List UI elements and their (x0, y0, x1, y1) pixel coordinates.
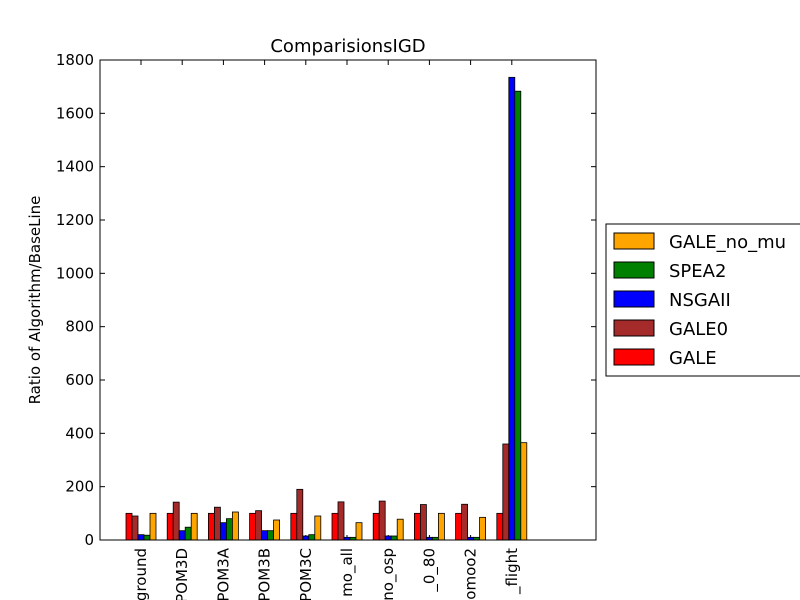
bar-gale-8 (455, 512, 463, 541)
bar-gale0-4 (296, 488, 304, 541)
bar-nsgaii-4 (302, 535, 310, 541)
bar-gale0-2 (213, 506, 221, 541)
bar-gale-2 (207, 512, 215, 541)
bar-gale-no-mu-0 (149, 512, 157, 541)
y-tick-label: 400 (65, 424, 94, 442)
y-tick-label: 800 (65, 318, 94, 336)
x-tick-label: POM3C (297, 548, 315, 600)
bar-gale-9 (496, 512, 504, 541)
bar-gale-3 (249, 512, 257, 541)
bar-gale0-7 (419, 504, 427, 541)
x-tick-label: omoo2 (462, 548, 480, 600)
bar-gale0-3 (255, 510, 263, 541)
bar-gale-no-mu-4 (314, 515, 322, 541)
y-tick-label: 1400 (56, 158, 94, 176)
bar-gale-0 (125, 512, 133, 541)
y-axis: 0 200 400 600 800 1000 1200 1400 1600 1800 (56, 51, 596, 549)
legend-swatch (613, 232, 655, 250)
legend-label: GALE_no_mu (669, 232, 786, 253)
bar-gale0-5 (337, 501, 345, 541)
x-tick-label: POM3D (173, 548, 191, 600)
bar-spea2-3 (267, 530, 275, 541)
bar-spea2-2 (225, 518, 233, 541)
x-axis: ground POM3D POM3A POM3B POM3C mo_all no_osp _0… (132, 60, 522, 600)
bar-gale0-1 (172, 501, 180, 541)
legend: GALE_no_mu SPEA2 NSGAII GALE0 GALE (605, 223, 800, 377)
bar-nsgaii-6 (384, 535, 392, 541)
legend-label: SPEA2 (669, 261, 726, 282)
bar-gale0-0 (131, 515, 139, 541)
bar-spea2-6 (390, 535, 398, 541)
y-tick-label: 1600 (56, 104, 94, 122)
y-axis-label: Ratio of Algorithm/BaseLine (26, 196, 44, 405)
y-tick-label: 1200 (56, 211, 94, 229)
bar-gale-no-mu-3 (273, 519, 281, 541)
legend-label: NSGAII (669, 290, 731, 311)
bar-spea2-9 (514, 90, 522, 541)
legend-swatch (613, 319, 655, 337)
bar-gale0-6 (378, 500, 386, 541)
bar-gale-no-mu-9 (520, 442, 528, 541)
plot-frame (99, 59, 597, 541)
y-tick-label: 0 (84, 531, 94, 549)
bar-gale-4 (290, 512, 298, 541)
x-tick-label: no_osp (379, 548, 398, 600)
legend-label: GALE (669, 348, 717, 369)
y-tick-label: 600 (65, 371, 94, 389)
bar-nsgaii-9 (508, 76, 516, 541)
legend-swatch (613, 261, 655, 279)
bar-spea2-0 (143, 534, 151, 541)
bar-gale-no-mu-1 (190, 512, 198, 541)
bar-gale-no-mu-2 (231, 511, 239, 541)
bar-spea2-4 (308, 534, 316, 541)
y-tick-label: 1000 (56, 264, 94, 282)
bars-group (125, 76, 528, 541)
x-tick-label: _flight (503, 548, 522, 595)
bar-gale-6 (372, 512, 380, 541)
bar-gale0-9 (502, 443, 510, 541)
bar-gale-7 (413, 512, 421, 541)
bar-gale-no-mu-7 (437, 512, 445, 541)
bar-gale-no-mu-6 (396, 518, 404, 541)
legend-swatch (613, 290, 655, 308)
x-tick-label: mo_all (338, 548, 357, 597)
x-tick-label: ground (132, 548, 150, 600)
x-tick-label: _0_80 (420, 548, 439, 593)
y-tick-label: 1800 (56, 51, 94, 69)
legend-label: GALE0 (669, 319, 728, 340)
bar-gale0-8 (461, 503, 469, 541)
chart-title: ComparisionsIGD (270, 36, 425, 57)
bar-nsgaii-1 (178, 530, 186, 541)
y-tick-label: 200 (65, 478, 94, 496)
bar-gale-no-mu-8 (479, 516, 487, 541)
legend-swatch (613, 348, 655, 366)
bar-gale-5 (331, 512, 339, 541)
bar-nsgaii-3 (261, 530, 269, 541)
bar-spea2-1 (184, 526, 192, 541)
bar-nsgaii-2 (219, 522, 227, 541)
x-tick-label: POM3A (214, 547, 232, 600)
x-tick-label: POM3B (256, 548, 274, 600)
bar-gale-1 (166, 512, 174, 541)
bar-gale-no-mu-5 (355, 522, 363, 541)
bar-nsgaii-0 (137, 534, 145, 541)
